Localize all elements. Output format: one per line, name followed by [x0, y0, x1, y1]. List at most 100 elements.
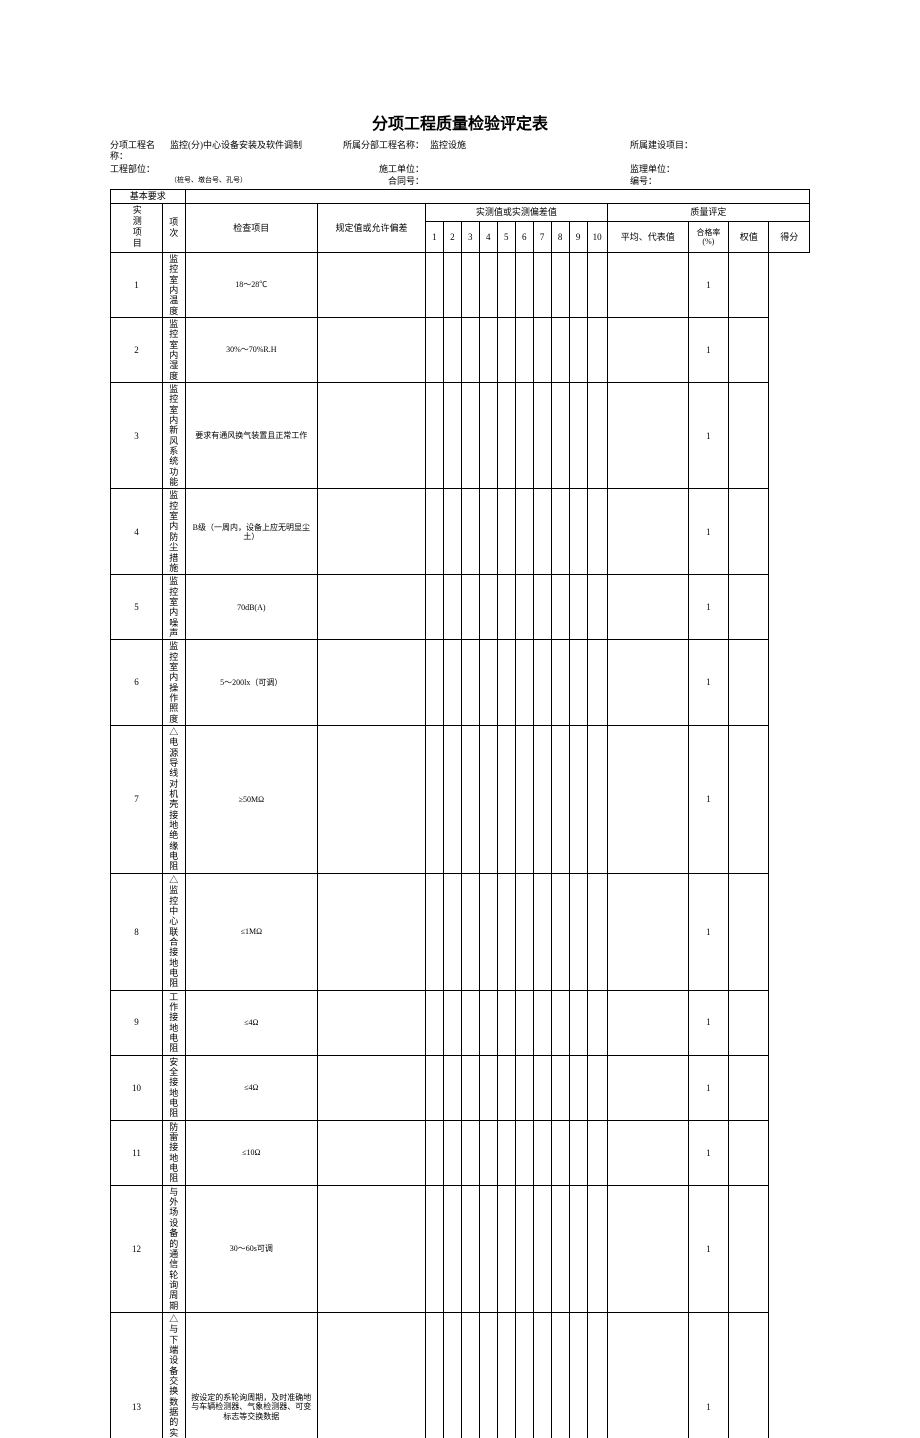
row-m6	[497, 1055, 515, 1120]
row-m3	[443, 640, 461, 726]
row-m4	[461, 990, 479, 1055]
row-pass	[607, 1312, 688, 1438]
row-weight: 1	[688, 383, 728, 489]
row-n: 5	[111, 575, 163, 640]
col-passrate: 合格率(%)	[688, 222, 728, 252]
row-m8	[533, 990, 551, 1055]
row-m5	[479, 1055, 497, 1120]
row-n: 6	[111, 640, 163, 726]
table-row: 3监控室内新风系统功能要求有通风换气装置且正常工作1	[111, 383, 810, 489]
row-m4	[461, 1312, 479, 1438]
row-avg	[587, 252, 607, 317]
row-m3	[443, 575, 461, 640]
row-m4	[461, 1185, 479, 1312]
h1-mlabel: 所属分部工程名称：	[340, 140, 430, 162]
table-row: 8△监控中心联合接地电阻≤1MΩ1	[111, 873, 810, 990]
row-m9	[551, 1120, 569, 1185]
row-m7	[515, 383, 533, 489]
spec-header: 规定值或允许偏差	[318, 203, 426, 252]
row-m8	[533, 317, 551, 382]
row-score	[729, 317, 769, 382]
row-m2	[425, 1055, 443, 1120]
row-pass	[607, 873, 688, 990]
row-n: 11	[111, 1120, 163, 1185]
row-score	[729, 1120, 769, 1185]
row-m4	[461, 873, 479, 990]
row-m9	[551, 873, 569, 990]
row-m8	[533, 726, 551, 874]
row-avg	[587, 1120, 607, 1185]
row-m4	[461, 317, 479, 382]
row-spec: 18～28℃	[185, 252, 318, 317]
row-m8	[533, 252, 551, 317]
col-score: 得分	[769, 222, 810, 252]
row-m6	[497, 1312, 515, 1438]
row-pass	[607, 726, 688, 874]
row-pass	[607, 383, 688, 489]
h3-v2	[430, 176, 630, 187]
row-m7	[515, 640, 533, 726]
row-m8	[533, 489, 551, 575]
h3-v1: （桩号、墩台号、孔号）	[170, 176, 340, 187]
row-score	[729, 489, 769, 575]
table-row: 5监控室内噪声70dB(A)1	[111, 575, 810, 640]
measured-header: 实测值或实测偏差值	[425, 203, 607, 222]
row-pass	[607, 317, 688, 382]
row-m5	[479, 726, 497, 874]
row-weight: 1	[688, 1055, 728, 1120]
row-m5	[479, 640, 497, 726]
row-m7	[515, 990, 533, 1055]
h3-mlabel: 合同号：	[340, 176, 430, 187]
row-m3	[443, 1312, 461, 1438]
row-m8	[533, 1120, 551, 1185]
row-spec: 要求有通风换气装置且正常工作	[185, 383, 318, 489]
row-item: △监控中心联合接地电阻	[163, 873, 185, 990]
side-label: 实测项目	[111, 203, 163, 252]
row-m6	[497, 575, 515, 640]
row-m1	[318, 873, 426, 990]
col-n6: 6	[515, 222, 533, 252]
row-m1	[318, 383, 426, 489]
table-row: 2监控室内湿度30%～70%R.H1	[111, 317, 810, 382]
table-row: 9工作接地电阻≤4Ω1	[111, 990, 810, 1055]
row-score	[729, 383, 769, 489]
checkitem-header: 检查项目	[185, 203, 318, 252]
row-m7	[515, 873, 533, 990]
row-spec: ≥50MΩ	[185, 726, 318, 874]
row-weight: 1	[688, 1312, 728, 1438]
row-m10	[569, 489, 587, 575]
row-m6	[497, 1120, 515, 1185]
row-m10	[569, 1312, 587, 1438]
row-m2	[425, 640, 443, 726]
row-m5	[479, 1312, 497, 1438]
row-spec: 按设定的系轮询周期，及时准确地与车辆检测器、气象检测器、可变标志等交换数据	[185, 1312, 318, 1438]
table-row: 7△电源导线对机壳接地绝缘电阻≥50MΩ1	[111, 726, 810, 874]
h3-rlabel: 编号：	[630, 176, 720, 187]
row-m7	[515, 575, 533, 640]
col-n9: 9	[569, 222, 587, 252]
row-n: 10	[111, 1055, 163, 1120]
row-item: 监控室内操作照度	[163, 640, 185, 726]
row-m5	[479, 1185, 497, 1312]
row-item: 安全接地电阻	[163, 1055, 185, 1120]
row-weight: 1	[688, 726, 728, 874]
row-pass	[607, 252, 688, 317]
page-title: 分项工程质量检验评定表	[110, 110, 810, 134]
row-m3	[443, 1185, 461, 1312]
row-m5	[479, 383, 497, 489]
row-spec: ≤10Ω	[185, 1120, 318, 1185]
row-n: 3	[111, 383, 163, 489]
row-weight: 1	[688, 640, 728, 726]
row-n: 7	[111, 726, 163, 874]
row-spec: ≤4Ω	[185, 1055, 318, 1120]
row-m4	[461, 575, 479, 640]
row-m7	[515, 1055, 533, 1120]
row-m4	[461, 1055, 479, 1120]
row-item: 防雷接地电阻	[163, 1120, 185, 1185]
table-row: 1监控室内温度18～28℃1	[111, 252, 810, 317]
row-n: 8	[111, 873, 163, 990]
h2-rlabel: 监理单位：	[630, 164, 720, 175]
col-n3: 3	[461, 222, 479, 252]
quality-header: 质量评定	[607, 203, 809, 222]
table-row: 4监控室内防尘措施B级（一周内，设备上应无明显尘土）1	[111, 489, 810, 575]
